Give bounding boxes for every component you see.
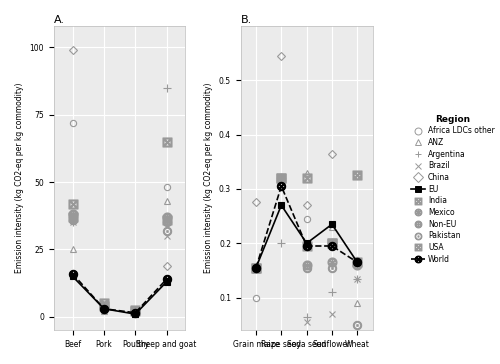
Y-axis label: Emission intensity (kg CO2-eq per kg commodity): Emission intensity (kg CO2-eq per kg com… xyxy=(204,83,214,273)
Y-axis label: Emission intensity (kg CO2-eq per kg commodity): Emission intensity (kg CO2-eq per kg com… xyxy=(15,83,24,273)
Text: B.: B. xyxy=(241,15,252,25)
Legend: Africa LDCs other, ANZ, Argentina, Brazil, China, EU, India, Mexico, Non-EU, Pak: Africa LDCs other, ANZ, Argentina, Brazi… xyxy=(410,113,496,265)
Text: A.: A. xyxy=(54,15,65,25)
